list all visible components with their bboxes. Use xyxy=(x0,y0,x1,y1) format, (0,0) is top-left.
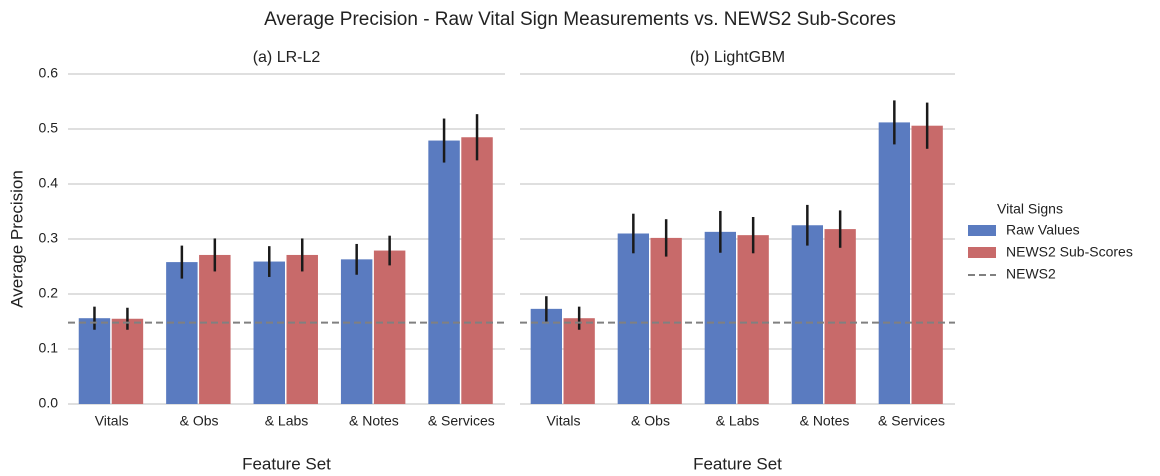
x-tick-label: & Notes xyxy=(349,413,399,429)
x-tick-label: & Labs xyxy=(716,413,760,429)
x-tick-label: & Services xyxy=(428,413,495,429)
legend-swatch xyxy=(968,225,996,236)
bar xyxy=(340,259,373,404)
bar xyxy=(878,122,910,405)
x-axis-label: Feature Set xyxy=(242,454,331,473)
bar xyxy=(428,140,460,405)
bar xyxy=(704,231,736,404)
y-tick-label: 0.4 xyxy=(39,175,59,191)
legend-swatch xyxy=(968,247,996,258)
y-tick-label: 0.5 xyxy=(39,120,59,136)
y-tick-label: 0.3 xyxy=(39,230,59,246)
x-tick-label: & Notes xyxy=(800,413,850,429)
y-tick-label: 0.6 xyxy=(39,65,59,81)
figure-title: Average Precision - Raw Vital Sign Measu… xyxy=(264,9,896,30)
x-tick-label: Vitals xyxy=(95,413,129,429)
x-tick-label: & Obs xyxy=(631,413,670,429)
legend-label: Raw Values xyxy=(1006,222,1080,238)
bar xyxy=(563,318,595,404)
bar xyxy=(78,318,111,404)
y-tick-label: 0.0 xyxy=(39,395,59,411)
bar xyxy=(199,254,231,404)
x-tick-label: & Services xyxy=(878,413,945,429)
y-tick-label: 0.1 xyxy=(39,340,59,356)
x-tick-label: & Obs xyxy=(180,413,219,429)
bar xyxy=(737,235,769,404)
bar xyxy=(650,237,682,404)
bar xyxy=(911,125,943,404)
legend-label: NEWS2 xyxy=(1006,266,1056,282)
bar xyxy=(617,233,649,404)
y-axis-label: Average Precision xyxy=(7,170,26,308)
bar xyxy=(286,254,318,404)
bar xyxy=(111,318,144,404)
bar xyxy=(253,261,285,404)
subplot-title: (a) LR-L2 xyxy=(253,49,321,66)
legend-label: NEWS2 Sub-Scores xyxy=(1006,244,1133,260)
subplot-title: (b) LightGBM xyxy=(690,49,785,66)
x-tick-label: & Labs xyxy=(265,413,309,429)
bar xyxy=(791,225,823,404)
x-axis-label: Feature Set xyxy=(693,454,782,473)
bar xyxy=(461,137,493,404)
x-tick-label: Vitals xyxy=(547,413,581,429)
bar xyxy=(530,308,562,404)
y-tick-label: 0.2 xyxy=(39,285,59,301)
bar xyxy=(373,250,406,404)
legend-title: Vital Signs xyxy=(997,201,1063,217)
bar xyxy=(824,229,856,404)
bar xyxy=(166,262,198,404)
